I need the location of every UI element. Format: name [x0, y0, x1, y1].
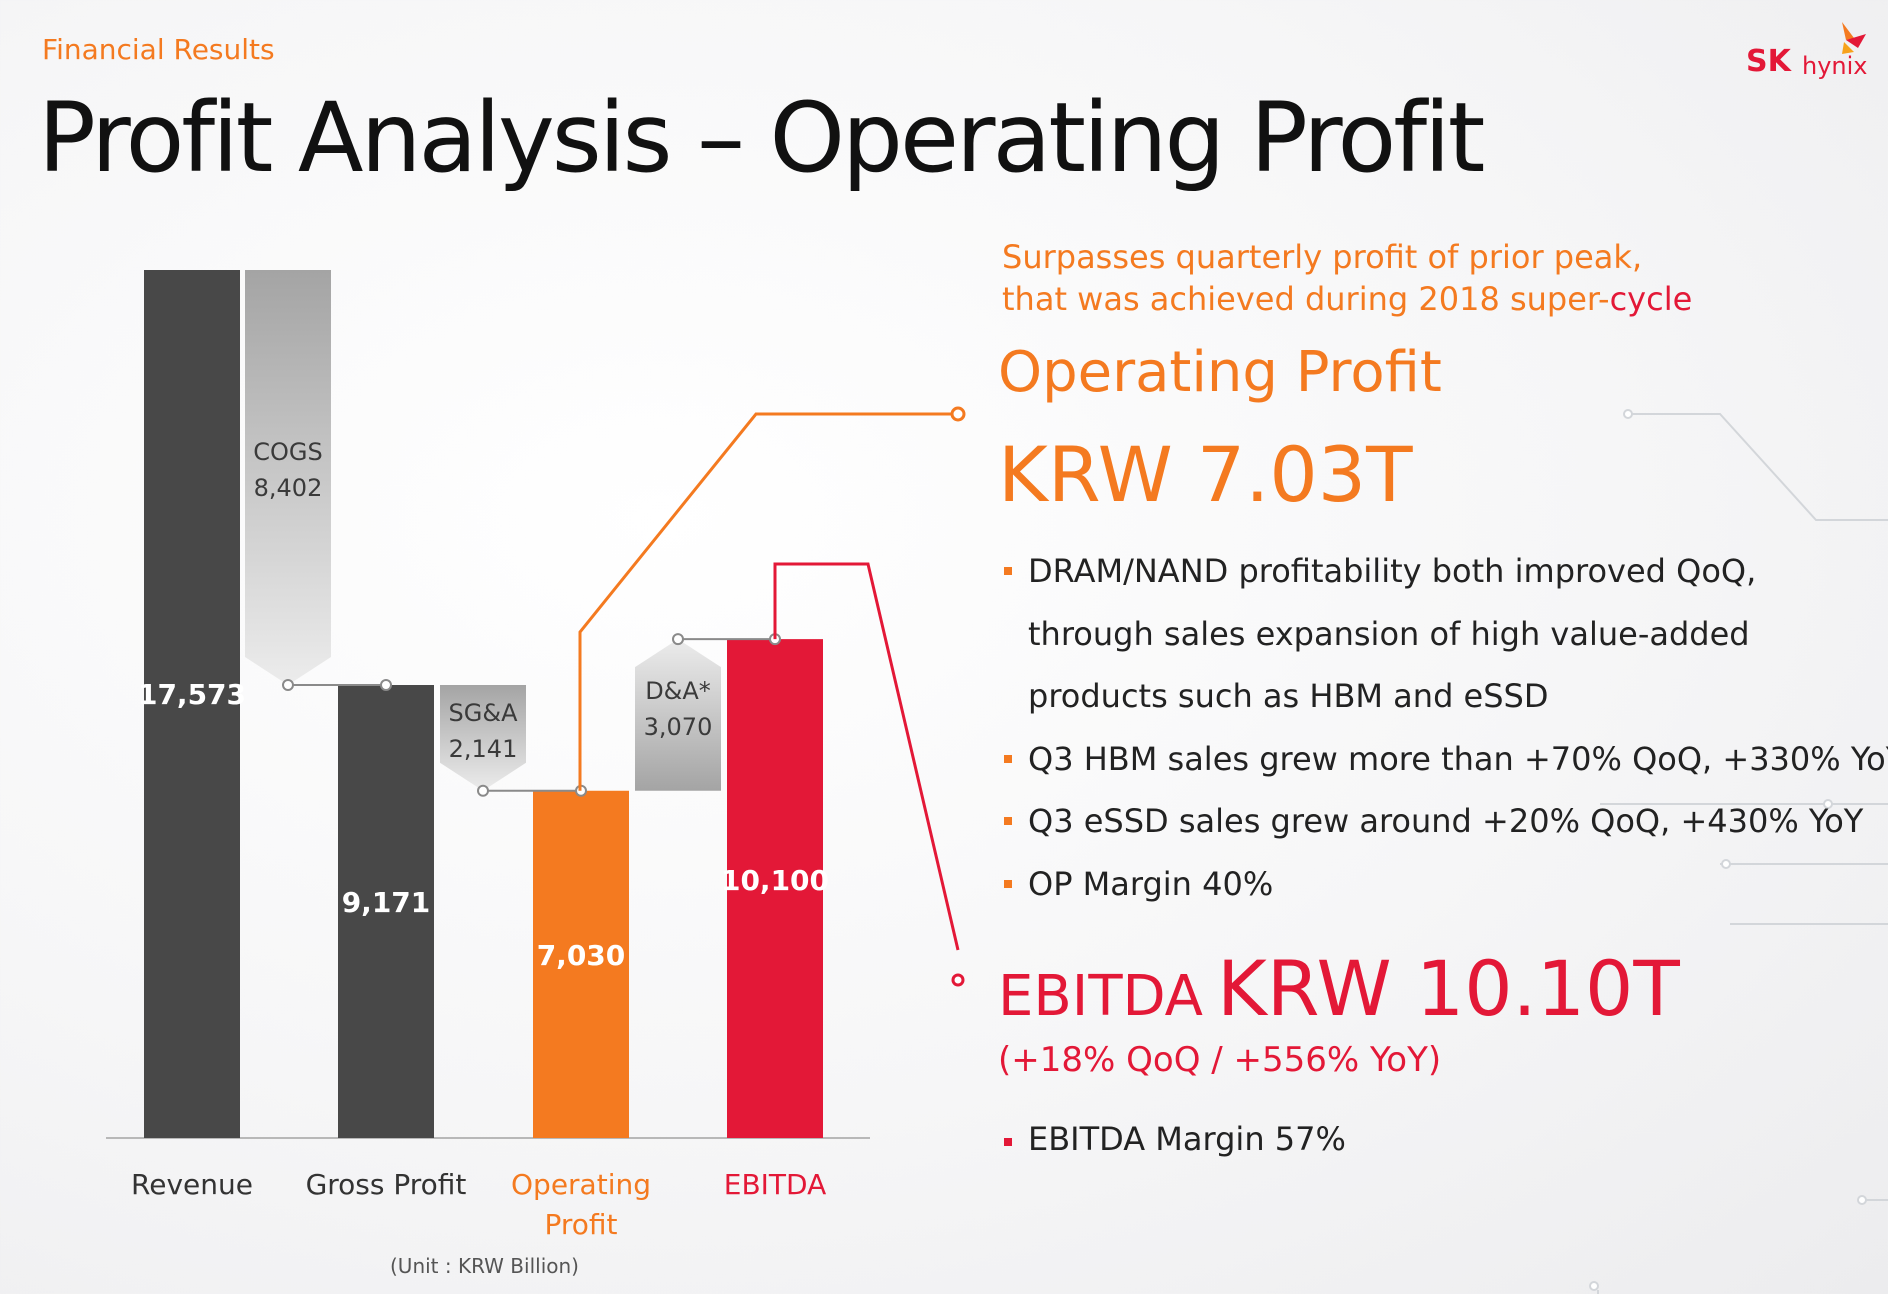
bullet-item-continuation: products such as HBM and eSSD — [1028, 677, 1549, 715]
operating-profit-callout-line — [578, 412, 958, 791]
logo-hynix: hynix — [1802, 52, 1868, 80]
category-label: Operating — [511, 1168, 651, 1201]
ebitda-margin-bullet: EBITDA Margin 57% — [1004, 1120, 1346, 1158]
bar-value-label: 17,573 — [138, 678, 246, 711]
ebitda-growth: (+18% QoQ / +556% YoY) — [998, 1040, 1442, 1080]
butterfly-icon — [1842, 22, 1866, 54]
circuit-decoration — [1589, 409, 1888, 1294]
bar-gross-profit — [338, 685, 434, 1138]
headline-line-1: Surpasses quarterly profit of prior peak… — [1002, 238, 1643, 276]
headline: Surpasses quarterly profit of prior peak… — [1002, 236, 1692, 320]
connector-dot — [672, 633, 684, 646]
operating-profit-label: Operating Profit — [998, 340, 1442, 405]
step-value-label: 3,070 — [644, 713, 713, 741]
bar-ebitda — [727, 639, 823, 1138]
step-name-label: D&A* — [645, 677, 711, 705]
step-name-label: COGS — [253, 438, 322, 466]
section-label: Financial Results — [42, 33, 275, 66]
ebitda-callout-line — [773, 562, 960, 951]
category-label: Gross Profit — [306, 1168, 467, 1201]
bullet-item: OP Margin 40% — [1004, 853, 1884, 916]
bar-operating-profit — [533, 790, 629, 1138]
bar-value-label: 9,171 — [342, 886, 431, 919]
step-value-label: 2,141 — [449, 735, 518, 763]
headline-line-2-start: that was achieved during 2018 super- — [1002, 280, 1610, 318]
callout-dot — [951, 973, 965, 987]
operating-profit-bullets: DRAM/NAND profitability both improved Qo… — [1004, 540, 1888, 916]
ebitda-value: KRW 10.10T — [1216, 944, 1680, 1033]
category-label-line2: Profit — [544, 1208, 617, 1241]
step-cogs — [245, 270, 331, 686]
category-label: Revenue — [131, 1168, 253, 1201]
connector-dot — [282, 679, 294, 692]
step-value-label: 8,402 — [254, 474, 323, 502]
ebitda-headline: EBITDA KRW 10.10T — [998, 944, 1680, 1033]
step-da — [635, 639, 721, 791]
bullet-item: Q3 HBM sales grew more than +70% QoQ, +3… — [1004, 728, 1888, 791]
bullet-item: Q3 eSSD sales grew around +20% QoQ, +430… — [1004, 790, 1884, 853]
bar-value-label: 10,100 — [721, 864, 829, 897]
headline-line-2-end: cycle — [1609, 280, 1693, 318]
step-name-label: SG&A — [449, 699, 519, 727]
page-title: Profit Analysis – Operating Profit — [38, 82, 1485, 194]
logo-sk: SK — [1746, 44, 1791, 79]
bar-revenue — [144, 270, 240, 1138]
ebitda-label: EBITDA — [998, 964, 1203, 1029]
connector-dot — [477, 784, 489, 797]
category-label: EBITDA — [724, 1168, 826, 1201]
operating-profit-value: KRW 7.03T — [998, 430, 1413, 519]
headline-line-2: that was achieved during 2018 super-cycl… — [1002, 278, 1692, 320]
bullet-item: DRAM/NAND profitability both improved Qo… — [1004, 540, 1884, 603]
bullet-item-continuation: through sales expansion of high value-ad… — [1028, 614, 1750, 653]
step-sga — [440, 685, 526, 791]
callout-dot — [950, 406, 966, 422]
connector-dot — [380, 679, 392, 692]
unit-label: (Unit : KRW Billion) — [390, 1254, 579, 1278]
sk-hynix-logo: SK hynix — [1742, 10, 1872, 80]
bar-value-label: 7,030 — [537, 939, 626, 972]
